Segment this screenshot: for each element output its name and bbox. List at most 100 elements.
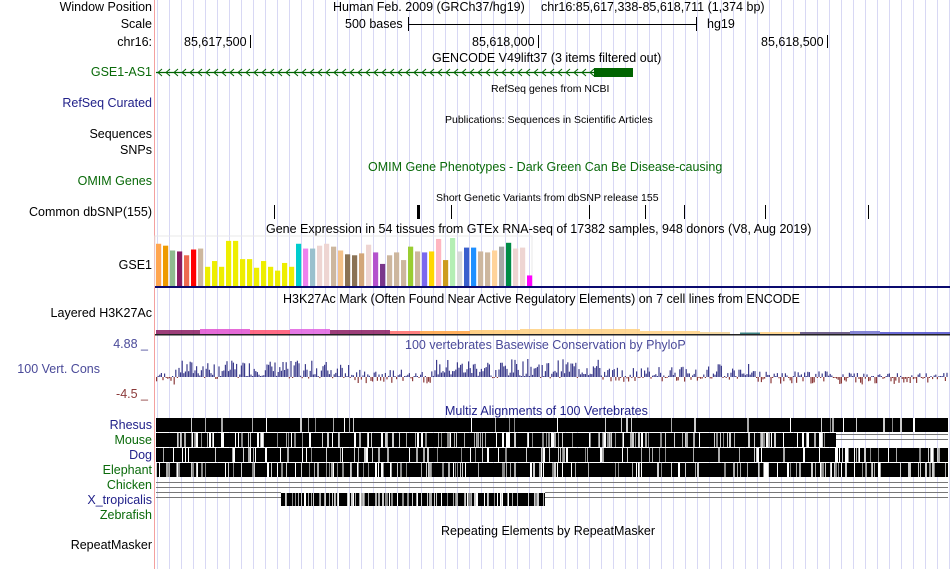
gtex-bar xyxy=(282,262,288,286)
phylop-bar xyxy=(581,372,583,377)
mouse-gap xyxy=(660,433,662,447)
phylop-bar xyxy=(589,373,591,377)
phylop-track-label[interactable]: 100 Vert. Cons xyxy=(17,362,100,376)
strand-arrow xyxy=(221,68,227,77)
gene-label-gse1-as1[interactable]: GSE1-AS1 xyxy=(90,65,152,79)
gtex-bar-chart[interactable] xyxy=(154,235,950,288)
phylop-bar xyxy=(941,376,943,377)
phylop-bar xyxy=(175,369,177,377)
mouse-gap xyxy=(248,433,249,447)
dog-gap xyxy=(563,448,565,462)
h3k-segment xyxy=(156,330,200,334)
gtex-bar xyxy=(317,245,323,286)
phylop-bar xyxy=(328,374,330,377)
phylop-bar xyxy=(338,376,340,377)
phylop-bar xyxy=(727,373,729,377)
phylop-bar xyxy=(279,367,281,377)
gtex-bar xyxy=(366,244,372,286)
mouse-gap xyxy=(474,433,475,447)
elephant-gap xyxy=(331,463,332,477)
phylop-bar xyxy=(295,361,297,377)
dbsnp-track-label[interactable]: Common dbSNP(155) xyxy=(29,205,152,219)
phylop-bar xyxy=(194,370,196,377)
dbsnp-variants[interactable] xyxy=(274,205,869,219)
refseq-track-label[interactable]: RefSeq Curated xyxy=(62,96,152,110)
elephant-gap xyxy=(811,463,813,477)
elephant-gap xyxy=(363,463,364,477)
publications-track-label[interactable]: Sequences xyxy=(89,127,152,141)
strand-arrow xyxy=(301,68,307,77)
phylop-bar xyxy=(448,370,450,377)
mouse-gap xyxy=(386,433,387,447)
strand-arrow xyxy=(165,68,171,77)
mouse-gap xyxy=(478,433,479,447)
dog-gap xyxy=(836,448,838,462)
phylop-bar xyxy=(924,377,926,378)
x-tropicalis-gap xyxy=(497,493,498,506)
x-tropicalis-gap xyxy=(335,493,336,506)
x-tropicalis-gap xyxy=(501,493,502,506)
elephant-gap xyxy=(406,463,407,477)
strand-arrow xyxy=(477,68,483,77)
elephant-gap xyxy=(562,463,563,477)
phylop-bar xyxy=(237,377,239,378)
mouse-gap xyxy=(748,433,750,447)
strand-arrow xyxy=(349,68,355,77)
mouse-gap xyxy=(181,433,182,447)
phylop-bar xyxy=(567,362,569,377)
phylop-bar xyxy=(880,376,882,377)
x-tropicalis-gap xyxy=(431,493,432,506)
strand-arrow xyxy=(285,68,291,77)
mouse-gap xyxy=(767,433,768,447)
strand-arrow xyxy=(269,68,275,77)
h3k-segment xyxy=(520,329,640,334)
phylop-bar xyxy=(292,377,294,378)
phylop-bar xyxy=(293,365,295,377)
rhesus-gap xyxy=(315,418,316,432)
strand-arrow xyxy=(365,68,371,77)
scale-bar-label: 500 bases xyxy=(345,17,403,31)
elephant-gap xyxy=(615,463,616,477)
phylop-bar xyxy=(709,377,711,379)
elephant-gap xyxy=(768,463,769,477)
elephant-gap xyxy=(159,463,160,477)
dog-gap xyxy=(848,448,849,462)
x-tropicalis-gap xyxy=(292,493,293,506)
x-tropicalis-gap xyxy=(468,493,469,506)
phylop-bar xyxy=(836,377,838,379)
h3k27ac-track-label[interactable]: Layered H3K27Ac xyxy=(50,306,152,320)
mouse-gap xyxy=(727,433,728,447)
phylop-bar xyxy=(232,362,234,377)
x-tropicalis-gap xyxy=(391,493,392,506)
dog-gap xyxy=(652,448,653,462)
elephant-gap xyxy=(539,463,541,477)
phylop-bar xyxy=(378,374,380,377)
mouse-gap xyxy=(385,433,386,447)
phylop-bar xyxy=(605,375,607,377)
mouse-gap xyxy=(294,433,296,447)
gtex-bar xyxy=(401,260,407,286)
x-tropicalis-gap xyxy=(436,493,437,506)
phylop-bar xyxy=(868,377,870,382)
phylop-bar xyxy=(781,373,783,377)
strand-arrow xyxy=(373,68,379,77)
phylop-bar xyxy=(252,376,254,377)
omim-track-label[interactable]: OMIM Genes xyxy=(77,174,152,188)
mouse-gap xyxy=(417,433,418,447)
phylop-bar xyxy=(552,371,554,377)
snps-track-label[interactable]: SNPs xyxy=(120,143,152,157)
elephant-gap xyxy=(326,463,327,477)
repeatmasker-track-label[interactable]: RepeatMasker xyxy=(70,538,152,552)
rhesus-gap xyxy=(631,418,632,432)
elephant-gap xyxy=(443,463,444,477)
mouse-gap xyxy=(506,433,508,447)
phylop-bar xyxy=(668,375,670,377)
gtex-track-label[interactable]: GSE1 xyxy=(118,258,152,272)
phylop-bar xyxy=(682,366,684,377)
mouse-gap xyxy=(604,433,606,447)
mouse-gap xyxy=(184,433,186,447)
elephant-gap xyxy=(192,463,194,477)
elephant-gap xyxy=(724,463,726,477)
gene-gse1-as1[interactable] xyxy=(156,68,633,77)
elephant-gap xyxy=(918,463,919,477)
